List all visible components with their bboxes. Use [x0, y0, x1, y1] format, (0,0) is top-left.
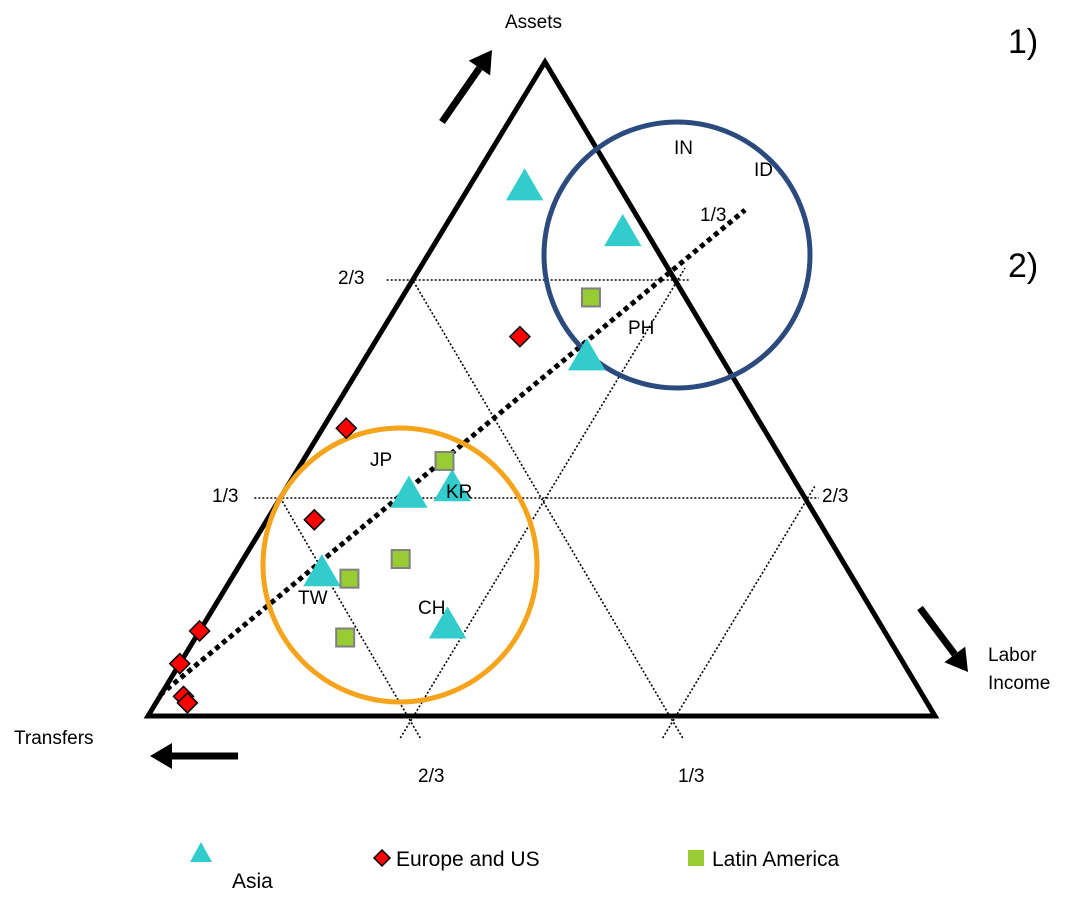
asia-marker — [605, 215, 641, 246]
tick-label-transfers-1-3: 1/3 — [678, 766, 704, 788]
grid-line-labor — [663, 486, 815, 738]
tick-label-assets-2-3: 2/3 — [338, 268, 364, 290]
assets-arrow-shaft — [442, 68, 479, 122]
latin-america-marker — [392, 550, 410, 568]
legend-marker-europe-us — [374, 850, 390, 866]
group-circles — [263, 122, 810, 702]
legend-label-europe-us: Europe and US — [396, 848, 540, 872]
tick-label-assets-1-3: 1/3 — [212, 486, 238, 508]
side-text-item-2: 2) — [1008, 236, 1038, 296]
tick-label-transfers-2-3: 2/3 — [418, 766, 444, 788]
point-label-tw: TW — [298, 588, 328, 610]
labor-arrow-shaft — [920, 608, 955, 654]
grid-line-transfers — [413, 280, 683, 738]
tick-label-labor-2-3: 2/3 — [822, 486, 848, 508]
latin-america-marker — [340, 570, 358, 588]
latin-america-marker — [435, 452, 453, 470]
point-label-in: IN — [674, 138, 693, 160]
axis-arrows — [150, 50, 968, 769]
legend-marker-latin-america — [688, 850, 704, 866]
axis-title-labor-income: Labor Income — [988, 642, 1084, 698]
tick-label-diagonal-1-3: 1/3 — [700, 205, 726, 227]
axis-title-labor-income-line: Labor — [988, 642, 1084, 670]
triangle-frame — [148, 62, 935, 716]
latin-america-marker — [336, 629, 354, 647]
axis-title-labor-income-line: Income — [988, 670, 1084, 698]
europe-us-marker — [510, 327, 530, 347]
axis-title-transfers: Transfers — [14, 728, 94, 750]
triangle-outline — [148, 62, 935, 716]
europe-us-marker — [304, 510, 324, 530]
point-label-id: ID — [754, 160, 773, 182]
latin-america-marker — [582, 288, 600, 306]
point-label-ph: PH — [628, 318, 654, 340]
legend-label-asia: Asia — [232, 870, 273, 894]
axis-title-assets: Assets — [505, 12, 562, 34]
point-label-jp: JP — [370, 450, 392, 472]
grid-lines — [254, 268, 819, 738]
point-label-kr: KR — [446, 482, 472, 504]
asia-marker — [507, 169, 543, 200]
transfers-arrow-head — [150, 743, 172, 769]
side-text-item-1: 1) — [1008, 12, 1038, 72]
asia-marker — [304, 555, 340, 586]
asia-marker — [569, 339, 605, 370]
legend-marker-asia — [190, 842, 212, 862]
legend-label-latin-america: Latin America — [712, 848, 839, 872]
point-label-ch: CH — [418, 598, 445, 620]
